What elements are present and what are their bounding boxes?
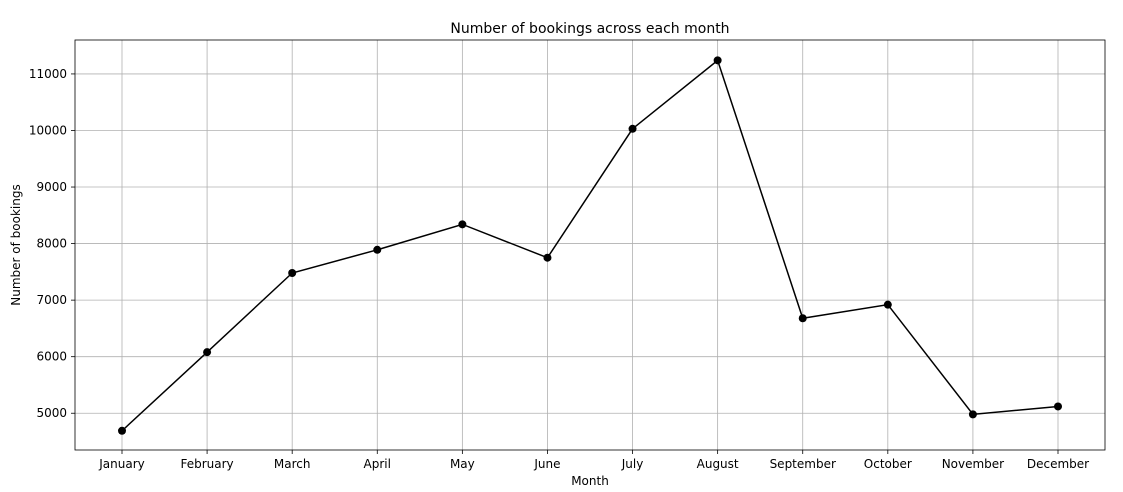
x-tick-label: April xyxy=(364,457,391,471)
x-tick-label: October xyxy=(864,457,912,471)
x-tick-label: December xyxy=(1027,457,1089,471)
data-point xyxy=(798,314,807,323)
series-layer xyxy=(118,56,1062,435)
x-tick-label: September xyxy=(770,457,836,471)
grid-lines xyxy=(75,40,1105,450)
plot-frame xyxy=(74,39,1106,451)
data-point xyxy=(883,300,892,309)
y-tick-label: 7000 xyxy=(36,293,67,307)
x-tick-label: January xyxy=(98,457,145,471)
y-tick-label: 5000 xyxy=(36,406,67,420)
data-point xyxy=(628,124,637,133)
y-axis-label: Number of bookings xyxy=(9,184,23,305)
y-tick-label: 11000 xyxy=(29,67,67,81)
data-point xyxy=(373,245,382,254)
chart-title: Number of bookings across each month xyxy=(450,21,729,37)
data-point xyxy=(458,220,467,229)
data-point xyxy=(203,348,212,357)
x-tick-label: August xyxy=(697,457,739,471)
x-tick-label: February xyxy=(180,457,233,471)
series-line xyxy=(121,59,1059,432)
data-point xyxy=(543,253,552,262)
data-point xyxy=(713,56,722,65)
x-tick-label: June xyxy=(533,457,560,471)
data-point xyxy=(118,426,126,435)
y-tick-label: 9000 xyxy=(36,180,67,194)
y-tick-label: 10000 xyxy=(29,123,67,137)
x-tick-label: July xyxy=(621,457,644,471)
y-tick-label: 6000 xyxy=(36,350,67,364)
x-axis-label: Month xyxy=(571,474,609,488)
axis-ticks: January February March April May June July Augu… xyxy=(29,67,1089,471)
x-tick-label: March xyxy=(274,457,311,471)
data-point xyxy=(968,410,977,419)
x-tick-label: November xyxy=(942,457,1004,471)
data-point xyxy=(1054,402,1062,411)
x-tick-label: May xyxy=(450,457,475,471)
data-point xyxy=(288,268,297,277)
y-tick-label: 8000 xyxy=(36,237,67,251)
